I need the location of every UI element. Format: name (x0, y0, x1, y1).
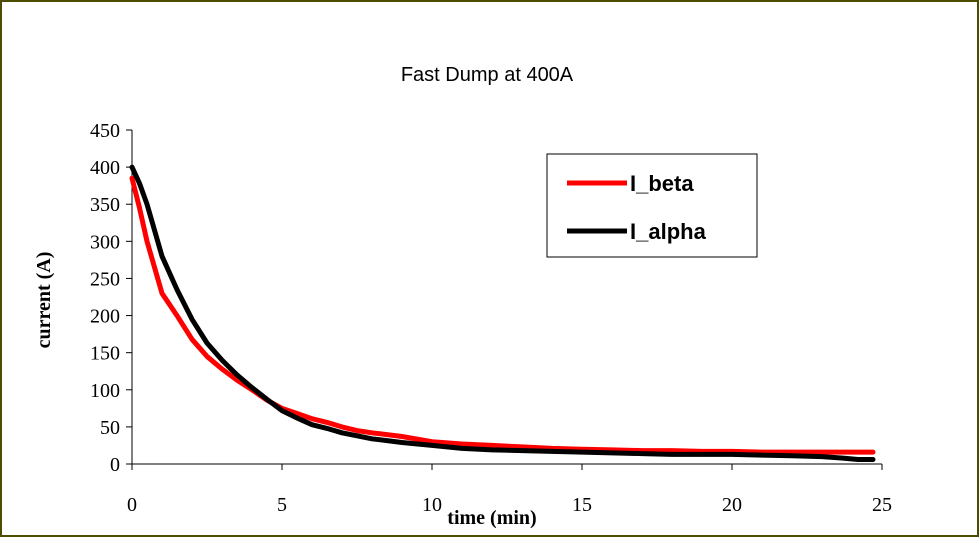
y-tick-label: 450 (90, 120, 120, 142)
x-tick-label: 20 (722, 494, 742, 516)
y-tick-labels: 0 50 100 150 200 250 300 350 400 450 (90, 120, 120, 476)
series-line-i-beta (129, 175, 876, 455)
x-tick-label: 0 (127, 494, 137, 516)
y-tick-label: 100 (90, 380, 120, 402)
legend-box (546, 153, 758, 258)
series-line-i-alpha (129, 164, 876, 462)
x-axis-label: time (min) (447, 507, 536, 529)
legend: I_beta I_alpha (546, 153, 758, 258)
series-lines (129, 164, 876, 462)
y-tick-label: 150 (90, 343, 120, 365)
legend-label: I_beta (630, 171, 694, 196)
y-tick-label: 300 (90, 231, 120, 253)
y-tick-label: 250 (90, 268, 120, 290)
x-tick-label: 10 (422, 494, 442, 516)
y-axis-label: current (A) (33, 252, 55, 349)
x-tick-label: 5 (277, 494, 287, 516)
y-tick-label: 50 (100, 417, 120, 439)
chart-title: Fast Dump at 400A (401, 64, 574, 86)
x-tick-label: 25 (872, 494, 892, 516)
x-tick-label: 15 (572, 494, 592, 516)
y-tick-label: 0 (110, 454, 120, 476)
axes (126, 129, 883, 470)
x-tick-labels: 0 5 10 15 20 25 (127, 494, 892, 516)
legend-label: I_alpha (630, 219, 707, 244)
y-tick-label: 400 (90, 157, 120, 179)
y-tick-label: 200 (90, 306, 120, 328)
y-tick-label: 350 (90, 194, 120, 216)
